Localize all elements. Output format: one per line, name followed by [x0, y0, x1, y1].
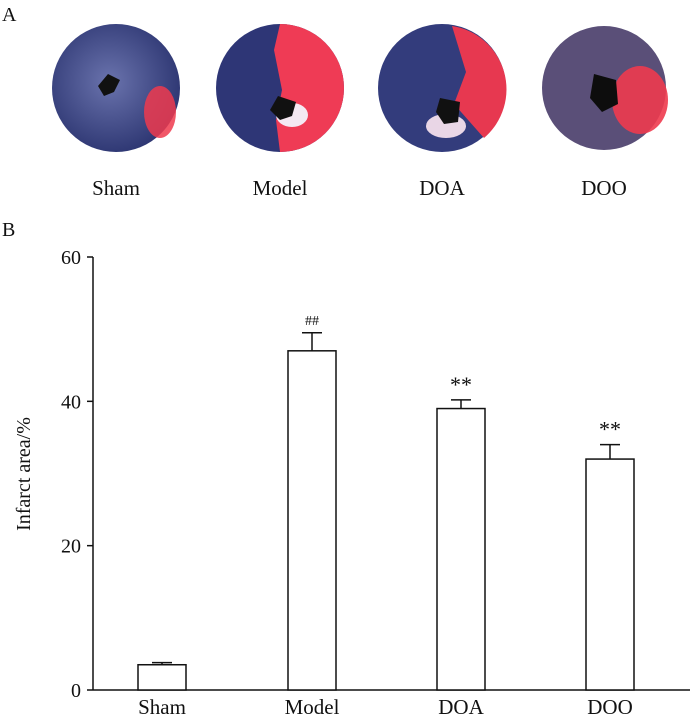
- bar-sham: [137, 663, 187, 691]
- x-category-label-doo: DOO: [587, 695, 633, 718]
- y-tick-label-3: 60: [61, 247, 81, 269]
- x-category-label-doa: DOA: [438, 695, 484, 718]
- slice-caption-doo: DOO: [581, 176, 627, 200]
- slice-caption-model: Model: [252, 176, 308, 200]
- panel-a-label: A: [2, 4, 17, 26]
- y-tick-label-1: 20: [61, 536, 81, 558]
- significance-mark-doa: **: [450, 372, 472, 397]
- bar-model: [287, 350, 337, 691]
- heart-slice-doa: [378, 24, 507, 152]
- slice-caption-sham: Sham: [92, 176, 140, 200]
- bar-doa: [436, 407, 486, 691]
- heart-slice-sham: [52, 24, 180, 152]
- x-category-label-sham: Sham: [138, 695, 186, 718]
- significance-mark-doo: **: [599, 417, 621, 442]
- significance-mark-model: ##: [305, 314, 319, 329]
- bar-doo: [585, 458, 635, 691]
- heart-slice-model: [216, 24, 344, 152]
- y-tick-label-0: 0: [71, 680, 81, 702]
- x-category-label-model: Model: [285, 695, 340, 718]
- y-tick-label-2: 40: [61, 391, 81, 413]
- y-axis-title: Infarct area/%: [13, 417, 35, 531]
- slice-caption-doa: DOA: [419, 176, 465, 200]
- heart-slice-doo: [542, 26, 668, 150]
- panel-b-label: B: [2, 219, 16, 241]
